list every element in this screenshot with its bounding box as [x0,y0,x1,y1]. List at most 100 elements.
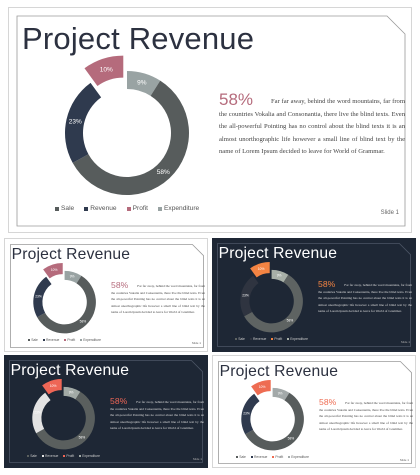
legend-label: Profit [275,455,284,460]
slice-label-profit: 10% [259,385,266,389]
slice-label-sale: 58% [79,436,86,440]
slide-thumb-2[interactable]: Project Revenue 9% 58% 23% 10% 58% Far far awa… [212,238,416,352]
legend-label: Expenditure [82,454,100,459]
slice-label-expenditure: 9% [70,275,75,279]
highlight-percent: 58% [318,279,336,290]
slice-expenditure [64,270,82,284]
slice-sale [37,275,96,334]
legend-swatch [80,339,83,342]
legend-swatch [28,339,31,342]
slice-revenue [240,275,259,317]
slice-revenue [241,393,260,435]
body-paragraph: Far far away, behind the word mountains,… [319,401,413,431]
slide-thumb-4[interactable]: Project Revenue 9% 58% 23% 10% 58% Far far awa… [212,355,416,468]
slide-frame [218,361,412,464]
legend-item-expenditure: Expenditure [79,454,100,458]
legend-item-revenue: Revenue [41,454,59,459]
legend-item-sale: Sale [235,337,245,341]
legend-item-sale: Sale [28,338,38,342]
slide-title: Project Revenue [219,362,339,380]
highlight-percent: 58% [110,396,128,407]
highlight-percent: 58% [219,90,254,109]
legend-swatch [79,455,82,458]
slide-number: Slide 1 [380,210,399,216]
legend-swatch [287,338,290,341]
legend-item-expenditure: Expenditure [288,455,309,459]
legend-swatch [235,338,238,341]
legend-label: Revenue [252,337,267,342]
legend-swatch [272,456,275,459]
legend-swatch [63,455,66,458]
slice-profit [250,262,270,278]
body-paragraph: Far far away, behind the word mountains,… [110,400,204,430]
legend-label: Profit [67,338,76,343]
legend-item-profit: Profit [272,455,283,459]
slice-label-sale: 58% [157,169,170,176]
slice-profit [84,55,124,86]
legend-label: Sale [61,205,75,212]
revenue-donut-chart: 9% 58% 23% 10% [65,55,189,195]
slice-sale [36,391,95,450]
legend-swatch [158,206,162,211]
legend-swatch [250,456,253,459]
slide-thumb-1[interactable]: Project Revenue 9% 58% 23% 10% 58% Far far awa… [4,238,208,352]
slice-expenditure [271,269,289,283]
highlight-percent: 58% [111,280,129,291]
legend-label: Expenditure [83,338,101,343]
slice-label-profit: 10% [51,268,58,272]
revenue-donut-chart: 9% 58% 23% 10% [240,262,303,333]
slice-label-profit: 10% [100,66,113,73]
legend-swatch [249,338,252,341]
slice-label-profit: 10% [258,267,265,271]
legend-label: Profit [132,205,148,212]
slide-number: Slide 1 [399,458,409,462]
revenue-donut-chart: 9% 58% 23% 10% [32,379,95,450]
body-paragraph: Far far away, behind the word mountains,… [219,98,405,156]
slide-thumb-3[interactable]: Project Revenue 9% 58% 23% 10% 58% Far far awa… [4,355,208,468]
slice-sale [72,80,189,195]
legend-swatch [271,338,274,341]
slide-title: Project Revenue [11,245,131,263]
slice-label-sale: 58% [288,437,295,441]
legend-item-profit: Profit [63,454,74,458]
legend-label: Sale [30,454,37,459]
slice-profit [43,263,63,279]
slice-label-revenue: 23% [242,293,249,297]
slice-sale [244,274,303,333]
slice-profit [251,380,271,396]
slice-label-expenditure: 9% [137,79,147,86]
legend-item-profit: Profit [271,337,282,341]
slice-revenue [33,276,52,318]
slide-main[interactable]: Project Revenue 9% 58% 23% 10% 58% Far far awa… [8,7,412,233]
legend-swatch [55,206,59,211]
slice-label-expenditure: 9% [278,392,283,396]
legend-label: Revenue [90,205,117,212]
slice-label-revenue: 23% [243,411,250,415]
slide-frame [217,243,411,347]
slide-frame [10,244,204,348]
legend-label: Revenue [253,455,268,460]
legend-item-expenditure: Expenditure [287,337,308,341]
slide-frame [9,360,203,463]
slide-title: Project Revenue [10,361,130,379]
chart-legend: Sale Revenue Profit Expenditure [235,337,313,341]
slice-sale [245,392,304,451]
legend-swatch [42,339,45,342]
legend-item-sale: Sale [236,455,246,459]
legend-item-expenditure: Expenditure [80,338,101,342]
revenue-donut-chart: 9% 58% 23% 10% [241,380,304,451]
legend-label: Expenditure [164,205,200,212]
legend-swatch [41,455,44,458]
legend-item-expenditure: Expenditure [158,205,199,212]
chart-legend: Sale Revenue Profit Expenditure [27,454,105,458]
slice-label-revenue: 23% [34,410,41,414]
slice-label-sale: 58% [287,319,294,323]
slice-label-profit: 10% [50,384,57,388]
slice-revenue [32,392,51,434]
legend-label: Revenue [44,454,59,459]
legend-swatch [64,339,67,342]
slice-profit [42,379,62,395]
revenue-donut-chart: 9% 58% 23% 10% [33,263,96,334]
slide-frame [16,15,406,227]
slice-revenue [65,82,102,163]
